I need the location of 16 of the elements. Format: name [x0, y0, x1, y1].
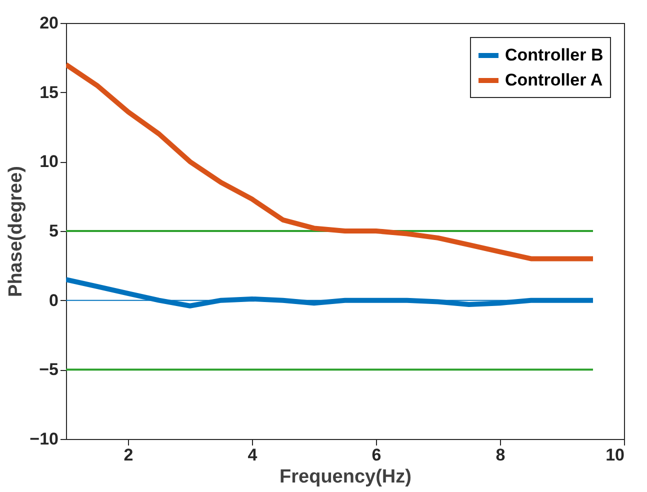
y-tick-label: 5 — [49, 222, 58, 240]
legend-label: Controller B — [505, 46, 604, 64]
y-tick-label: 0 — [49, 290, 58, 310]
y-tick-label: −5 — [39, 360, 58, 380]
x-tick-label: 10 — [606, 446, 624, 464]
x-tick-label: 4 — [248, 446, 258, 464]
y-tick-label: −10 — [30, 430, 58, 448]
x-tick-label: 8 — [496, 446, 506, 464]
x-tick-label: 2 — [124, 446, 134, 464]
y-tick-label: 10 — [40, 152, 58, 172]
x-axis-title: Frequency(Hz) — [280, 466, 412, 488]
y-tick-label: 20 — [40, 14, 58, 32]
y-tick-label: 15 — [40, 82, 58, 102]
y-axis-title: Phase(degree) — [6, 166, 27, 297]
x-tick-label: 6 — [372, 446, 382, 464]
legend-label: Controller A — [505, 70, 603, 90]
